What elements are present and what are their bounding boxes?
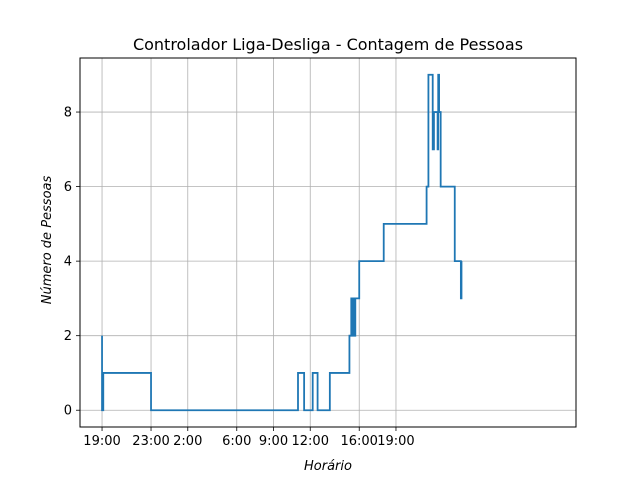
y-axis-label: Número de Pessoas (40, 176, 55, 305)
grid (80, 58, 576, 427)
y-tick-label: 2 (64, 329, 72, 344)
y-tick-label: 4 (64, 255, 72, 270)
y-tick-label: 8 (64, 106, 72, 121)
plot-frame (79, 57, 577, 428)
x-tick-label: 16:00 (340, 434, 377, 449)
x-tick-label: 12:00 (292, 434, 329, 449)
series-line (101, 73, 463, 412)
y-tick-label: 6 (64, 180, 72, 195)
x-tick-label: 23:00 (132, 434, 169, 449)
x-tick-label: 19:00 (377, 434, 414, 449)
chart-title: Controlador Liga-Desliga - Contagem de P… (133, 35, 523, 54)
x-tick-label: 9:00 (259, 434, 288, 449)
x-tick-label: 19:00 (83, 434, 120, 449)
ticks: 19:00 23:00 2:00 6:00 9:00 12:00 16:00 19:00024… (64, 106, 415, 449)
x-axis-label: Horário (304, 459, 352, 474)
x-tick-label: 6:00 (222, 434, 251, 449)
x-tick-label: 2:00 (173, 434, 202, 449)
y-tick-label: 0 (64, 404, 72, 419)
series-layer (101, 73, 463, 412)
